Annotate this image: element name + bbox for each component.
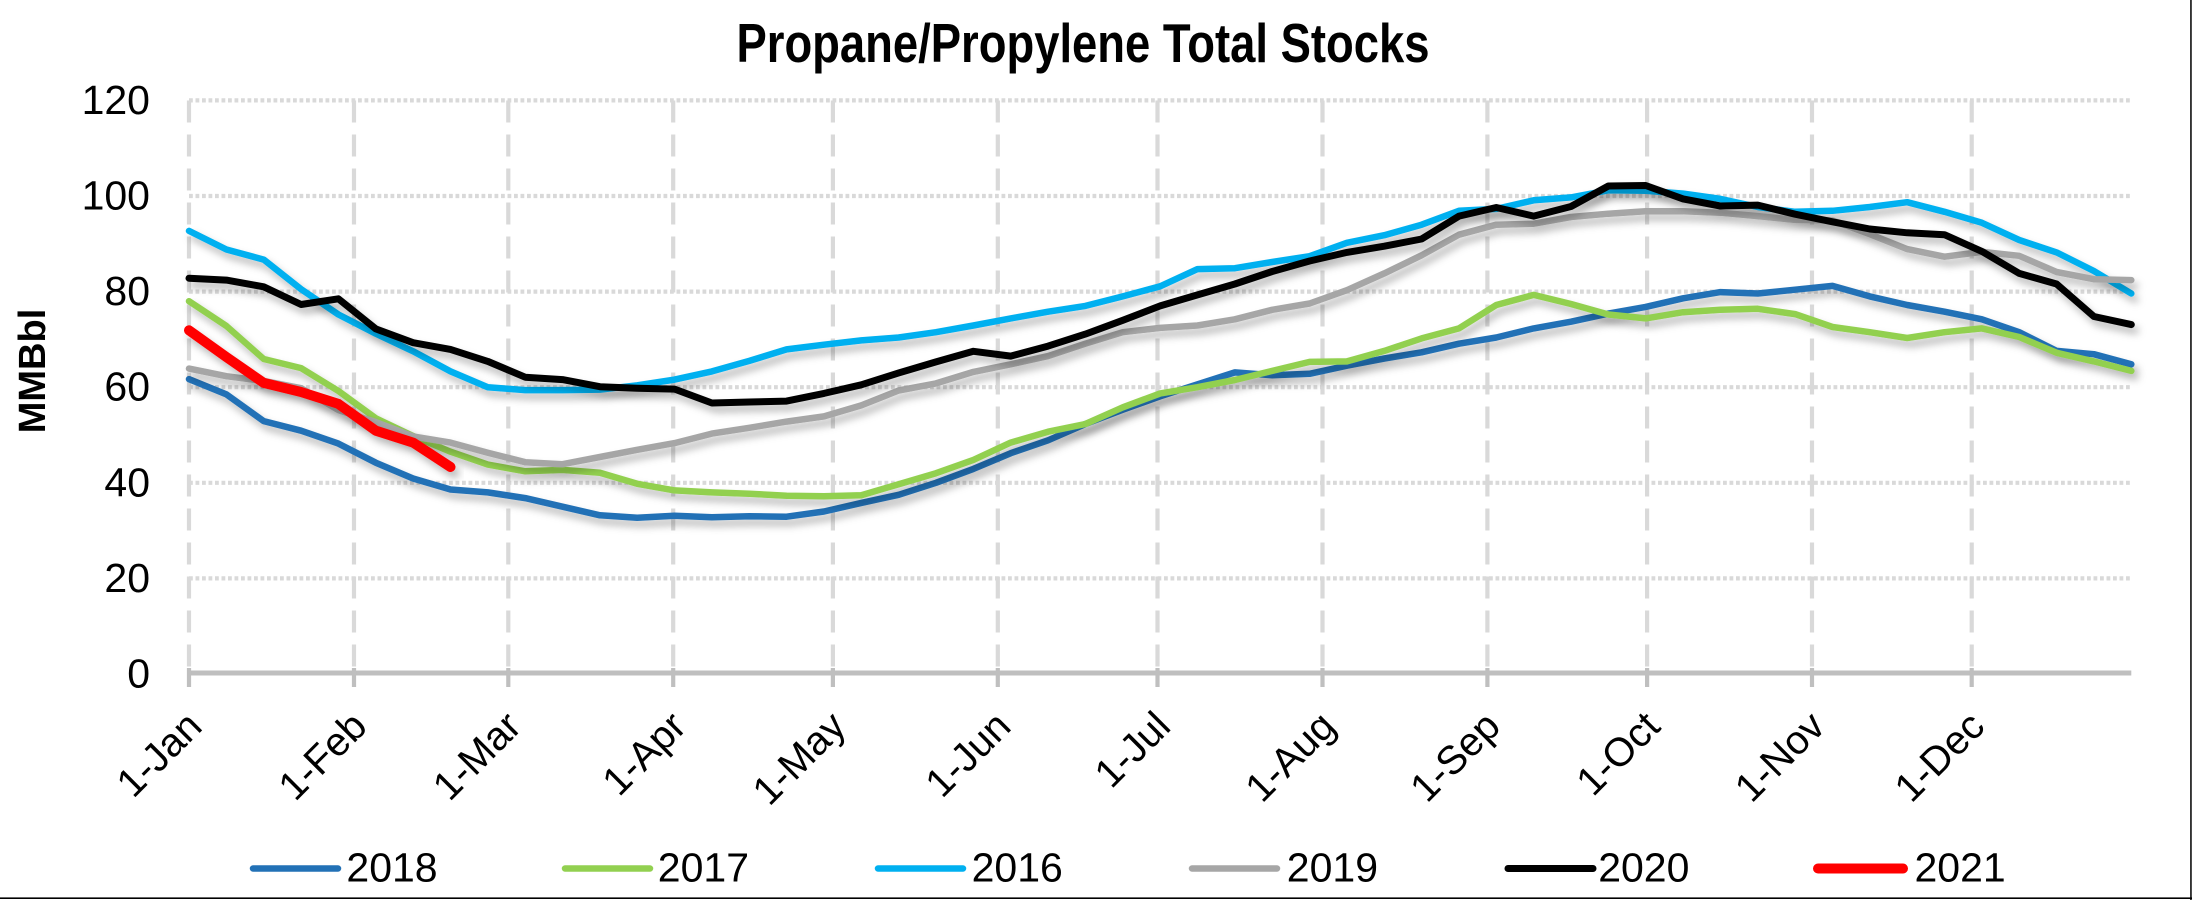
svg-text:1-Feb: 1-Feb xyxy=(270,704,375,809)
svg-text:1-Sep: 1-Sep xyxy=(1402,704,1509,811)
svg-text:2016: 2016 xyxy=(972,845,1063,891)
svg-text:2017: 2017 xyxy=(658,845,749,891)
svg-text:2020: 2020 xyxy=(1598,845,1689,891)
svg-text:Propane/Propylene Total Stocks: Propane/Propylene Total Stocks xyxy=(737,12,1430,74)
svg-text:1-Dec: 1-Dec xyxy=(1887,704,1994,811)
svg-text:1-Mar: 1-Mar xyxy=(425,704,530,809)
svg-text:2019: 2019 xyxy=(1287,845,1378,891)
svg-text:1-Oct: 1-Oct xyxy=(1568,704,1668,804)
svg-text:1-Jul: 1-Jul xyxy=(1086,704,1178,796)
svg-text:1-Jan: 1-Jan xyxy=(108,704,210,806)
svg-text:40: 40 xyxy=(104,459,150,505)
svg-text:1-Nov: 1-Nov xyxy=(1727,704,1834,811)
svg-text:1-Apr: 1-Apr xyxy=(594,704,694,804)
svg-text:60: 60 xyxy=(104,364,150,410)
svg-text:100: 100 xyxy=(82,173,150,219)
svg-text:80: 80 xyxy=(104,268,150,314)
svg-text:1-Aug: 1-Aug xyxy=(1237,704,1344,811)
svg-text:0: 0 xyxy=(127,651,150,697)
svg-text:2018: 2018 xyxy=(346,845,437,891)
svg-text:1-Jun: 1-Jun xyxy=(917,704,1019,806)
svg-text:20: 20 xyxy=(104,555,150,601)
svg-text:2021: 2021 xyxy=(1915,845,2006,891)
svg-text:MMBbl: MMBbl xyxy=(12,309,54,434)
svg-text:120: 120 xyxy=(82,77,150,123)
svg-text:1-May: 1-May xyxy=(745,704,855,814)
